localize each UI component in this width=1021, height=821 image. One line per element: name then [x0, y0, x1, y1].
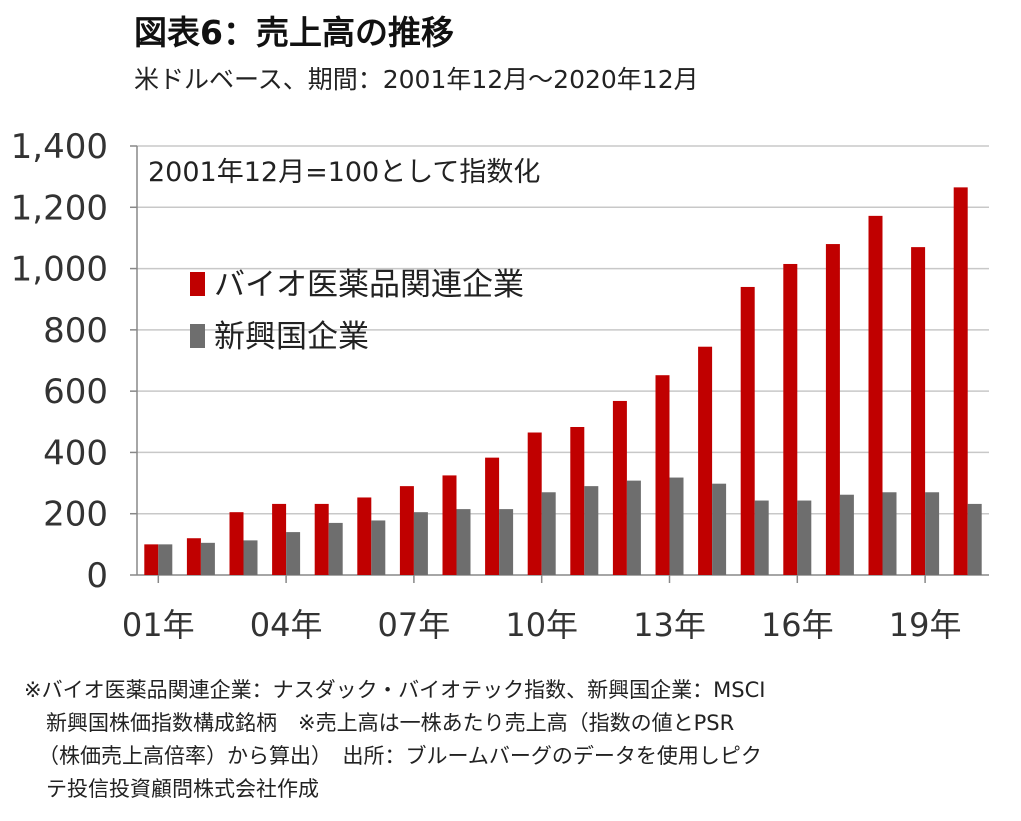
bar-emerging — [200, 542, 215, 575]
y-tick-label: 0 — [86, 556, 108, 596]
x-axis-ticks: 01年 04年 07年 10年 13年 16年 19年 — [122, 575, 962, 644]
bar-biopharma — [144, 544, 159, 575]
bar-emerging — [669, 477, 684, 575]
bar-biopharma — [911, 247, 926, 575]
bar-emerging — [925, 492, 940, 575]
bar-emerging — [584, 486, 599, 575]
footnote-line: （株価売上高倍率）から算出） 出所：ブルームバーグのデータを使用しピク — [38, 744, 762, 768]
y-tick-label: 1,200 — [11, 188, 108, 228]
bar-biopharma — [229, 512, 244, 575]
bar-emerging — [328, 522, 343, 575]
footnote-line: 新興国株価指数構成銘柄 ※売上高は一株あたり売上高（指数の値とPSR — [46, 711, 735, 735]
bar-biopharma — [314, 503, 329, 575]
bar-biopharma — [357, 497, 372, 575]
footnote-line: テ投信投資顧問株式会社作成 — [46, 777, 319, 801]
x-tick-label: 10年 — [505, 606, 578, 644]
annotation: 2001年12月=100として指数化 — [148, 157, 540, 188]
bar-emerging — [371, 520, 386, 575]
bar-biopharma — [953, 187, 968, 575]
bar-biopharma — [612, 400, 627, 575]
y-tick-label: 800 — [43, 311, 108, 351]
x-tick-label: 01年 — [122, 606, 195, 644]
bars — [144, 187, 982, 576]
bar-biopharma — [272, 503, 287, 575]
bar-biopharma — [825, 244, 840, 576]
x-tick-label: 07年 — [378, 606, 451, 644]
bar-biopharma — [783, 263, 798, 575]
y-tick-label: 200 — [43, 495, 108, 535]
bar-emerging — [626, 480, 641, 575]
bar-emerging — [499, 509, 514, 575]
y-tick-label: 1,000 — [11, 250, 108, 290]
bar-emerging — [967, 503, 982, 575]
gridlines — [136, 145, 989, 576]
bar-emerging — [286, 532, 301, 575]
bar-emerging — [456, 509, 471, 575]
bar-emerging — [712, 483, 727, 575]
x-tick-label: 16年 — [761, 606, 834, 644]
x-tick-label: 13年 — [633, 606, 706, 644]
y-tick-label: 400 — [43, 433, 108, 473]
bar-biopharma — [740, 286, 755, 575]
y-tick-label: 600 — [43, 372, 108, 412]
legend-swatch — [190, 272, 205, 296]
footnote: ※バイオ医薬品関連企業：ナスダック・バイオテック指数、新興国企業：MSCI 新興… — [24, 674, 1014, 806]
bar-biopharma — [399, 486, 414, 575]
bar-biopharma — [442, 475, 457, 575]
y-axis-ticks: 0 200 400 600 800 1,000 1,200 1,400 — [11, 127, 137, 596]
bar-biopharma — [527, 432, 542, 575]
bar-emerging — [882, 492, 897, 575]
bar-emerging — [839, 494, 854, 575]
chart-subtitle: 米ドルベース、期間：2001年12月～2020年12月 — [134, 65, 699, 94]
bar-emerging — [243, 540, 258, 575]
footnote-line: ※バイオ医薬品関連企業：ナスダック・バイオテック指数、新興国企業：MSCI — [24, 678, 766, 702]
bar-emerging — [158, 544, 173, 575]
bar-emerging — [413, 512, 428, 575]
legend-label: 新興国企業 — [214, 319, 369, 355]
bar-biopharma — [186, 538, 201, 575]
legend-swatch — [190, 324, 205, 348]
legend-label: バイオ医薬品関連企業 — [214, 267, 524, 303]
bar-chart: 0 200 400 600 800 1,000 1,200 1,400 01年 04年 07年 10… — [11, 127, 989, 644]
bar-biopharma — [698, 346, 713, 575]
bar-biopharma — [655, 375, 670, 575]
bar-biopharma — [570, 426, 585, 575]
bar-biopharma — [485, 457, 500, 575]
x-tick-label: 04年 — [250, 606, 323, 644]
x-tick-label: 19年 — [889, 606, 962, 644]
y-tick-label: 1,400 — [11, 127, 108, 167]
bar-emerging — [541, 492, 556, 575]
bar-emerging — [797, 500, 812, 575]
bar-biopharma — [868, 215, 883, 575]
chart-title: 図表6：売上高の推移 — [134, 13, 454, 52]
bar-emerging — [754, 500, 769, 575]
